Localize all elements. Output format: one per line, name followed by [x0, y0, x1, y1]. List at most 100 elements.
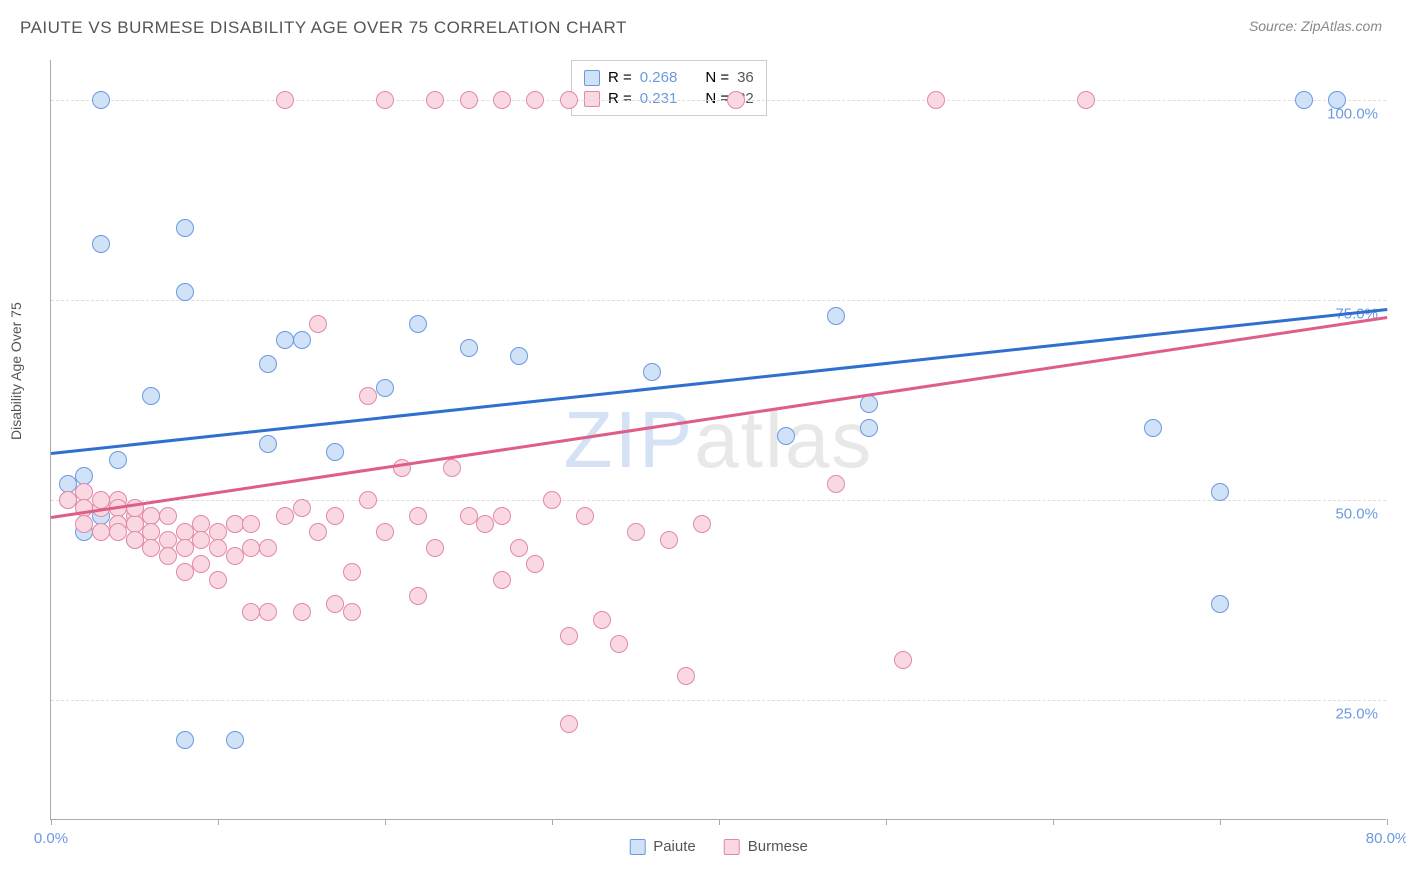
scatter-point	[242, 515, 260, 533]
legend-label: Burmese	[748, 838, 808, 855]
scatter-point	[526, 91, 544, 109]
scatter-point	[159, 507, 177, 525]
scatter-point	[343, 563, 361, 581]
scatter-point	[560, 91, 578, 109]
scatter-point	[727, 91, 745, 109]
scatter-point	[176, 539, 194, 557]
scatter-point	[176, 283, 194, 301]
scatter-point	[326, 595, 344, 613]
legend-series: Paiute Burmese	[629, 838, 808, 855]
scatter-point	[493, 507, 511, 525]
scatter-point	[242, 603, 260, 621]
scatter-point	[309, 315, 327, 333]
scatter-point	[276, 507, 294, 525]
scatter-point	[827, 475, 845, 493]
scatter-point	[1295, 91, 1313, 109]
x-tick	[218, 819, 219, 825]
scatter-point	[1144, 419, 1162, 437]
scatter-point	[142, 387, 160, 405]
swatch-paiute	[629, 839, 645, 855]
scatter-point	[126, 531, 144, 549]
watermark-zip: ZIP	[564, 395, 694, 484]
scatter-point	[493, 91, 511, 109]
plot-area: ZIPatlas R = 0.268 N = 36 R = 0.231 N = …	[50, 60, 1386, 820]
scatter-point	[860, 395, 878, 413]
gridline	[51, 100, 1386, 101]
scatter-point	[510, 539, 528, 557]
gridline	[51, 300, 1386, 301]
scatter-point	[293, 499, 311, 517]
scatter-point	[226, 547, 244, 565]
scatter-point	[409, 315, 427, 333]
trend-line	[51, 308, 1387, 454]
y-tick-label: 25.0%	[1335, 706, 1378, 723]
scatter-point	[643, 363, 661, 381]
scatter-point	[359, 387, 377, 405]
scatter-point	[242, 539, 260, 557]
scatter-point	[176, 731, 194, 749]
scatter-point	[259, 435, 277, 453]
gridline	[51, 700, 1386, 701]
scatter-point	[777, 427, 795, 445]
scatter-point	[376, 523, 394, 541]
x-tick	[552, 819, 553, 825]
scatter-point	[226, 731, 244, 749]
scatter-point	[259, 603, 277, 621]
scatter-point	[75, 515, 93, 533]
trend-line	[51, 316, 1387, 518]
scatter-point	[460, 339, 478, 357]
scatter-point	[409, 587, 427, 605]
scatter-point	[627, 523, 645, 541]
scatter-point	[276, 91, 294, 109]
source-attribution: Source: ZipAtlas.com	[1249, 18, 1382, 34]
scatter-point	[192, 555, 210, 573]
r-label: R =	[608, 90, 632, 107]
scatter-point	[259, 539, 277, 557]
scatter-point	[92, 491, 110, 509]
scatter-point	[693, 515, 711, 533]
scatter-point	[827, 307, 845, 325]
scatter-point	[109, 523, 127, 541]
scatter-point	[359, 491, 377, 509]
scatter-point	[476, 515, 494, 533]
scatter-point	[443, 459, 461, 477]
scatter-point	[894, 651, 912, 669]
scatter-point	[192, 531, 210, 549]
x-tick	[51, 819, 52, 825]
scatter-point	[109, 451, 127, 469]
watermark: ZIPatlas	[564, 394, 873, 486]
scatter-point	[309, 523, 327, 541]
scatter-point	[927, 91, 945, 109]
scatter-point	[560, 627, 578, 645]
scatter-point	[610, 635, 628, 653]
scatter-point	[92, 235, 110, 253]
scatter-point	[677, 667, 695, 685]
legend-stats-row-paiute: R = 0.268 N = 36	[584, 67, 754, 88]
x-tick	[886, 819, 887, 825]
scatter-point	[660, 531, 678, 549]
x-tick	[719, 819, 720, 825]
n-label: N =	[705, 69, 729, 86]
scatter-point	[209, 571, 227, 589]
scatter-point	[1211, 595, 1229, 613]
x-tick	[1220, 819, 1221, 825]
r-value: 0.268	[640, 69, 678, 86]
scatter-point	[409, 507, 427, 525]
x-tick	[1387, 819, 1388, 825]
scatter-point	[1077, 91, 1095, 109]
scatter-point	[326, 443, 344, 461]
scatter-point	[426, 539, 444, 557]
x-tick-label: 80.0%	[1366, 830, 1406, 847]
gridline	[51, 500, 1386, 501]
scatter-point	[176, 219, 194, 237]
scatter-point	[343, 603, 361, 621]
scatter-point	[560, 715, 578, 733]
scatter-point	[510, 347, 528, 365]
scatter-point	[293, 603, 311, 621]
scatter-point	[543, 491, 561, 509]
scatter-point	[376, 379, 394, 397]
scatter-point	[1328, 91, 1346, 109]
scatter-point	[142, 539, 160, 557]
chart-title: PAIUTE VS BURMESE DISABILITY AGE OVER 75…	[20, 18, 627, 38]
scatter-point	[426, 91, 444, 109]
